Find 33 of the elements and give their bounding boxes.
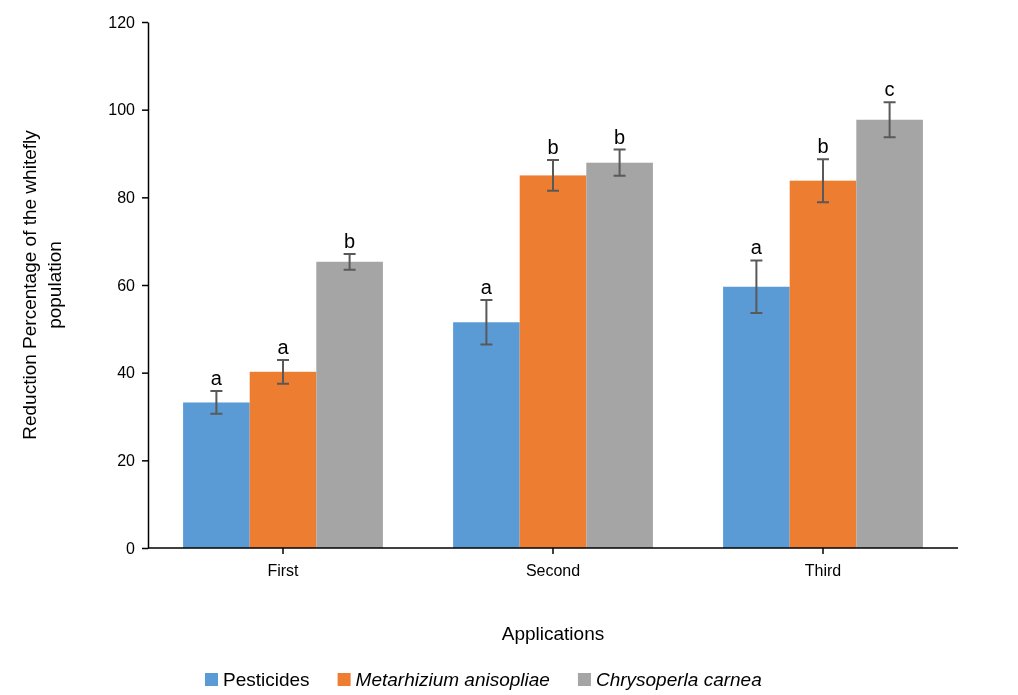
data-label: b <box>614 125 626 148</box>
bar <box>519 175 587 548</box>
bar <box>856 119 923 548</box>
legend-label: Metarhizium anisopliae <box>355 669 550 690</box>
data-label: a <box>277 335 290 358</box>
bar <box>586 162 653 548</box>
data-label: a <box>210 367 223 390</box>
x-tick-label: First <box>267 562 300 580</box>
x-axis-title: Applications <box>501 623 605 644</box>
data-label: a <box>480 275 493 298</box>
bar <box>453 322 520 548</box>
y-tick-label: 20 <box>117 451 136 469</box>
y-tick-label: 40 <box>117 364 136 382</box>
data-label: b <box>817 135 829 158</box>
y-tick-label: 100 <box>108 101 136 119</box>
legend-label: Chrysoperla carnea <box>595 669 762 690</box>
y-tick-label: 0 <box>126 539 136 557</box>
bar <box>183 402 250 548</box>
data-label: a <box>750 236 763 259</box>
x-tick-label: Third <box>804 562 842 580</box>
bar <box>723 286 790 548</box>
data-label: b <box>344 229 356 252</box>
bar <box>789 180 857 548</box>
legend-label: Pesticides <box>223 669 310 690</box>
y-axis-title: Reduction Percentage of the whitefly population <box>19 129 65 440</box>
bar <box>249 371 317 548</box>
x-tick-label: Second <box>525 562 581 580</box>
y-tick-label: 80 <box>117 188 136 206</box>
data-label: c <box>884 78 895 101</box>
data-label: b <box>547 136 559 159</box>
y-tick-label: 120 <box>108 13 136 31</box>
bar <box>316 261 383 548</box>
y-tick-label: 60 <box>117 276 136 294</box>
